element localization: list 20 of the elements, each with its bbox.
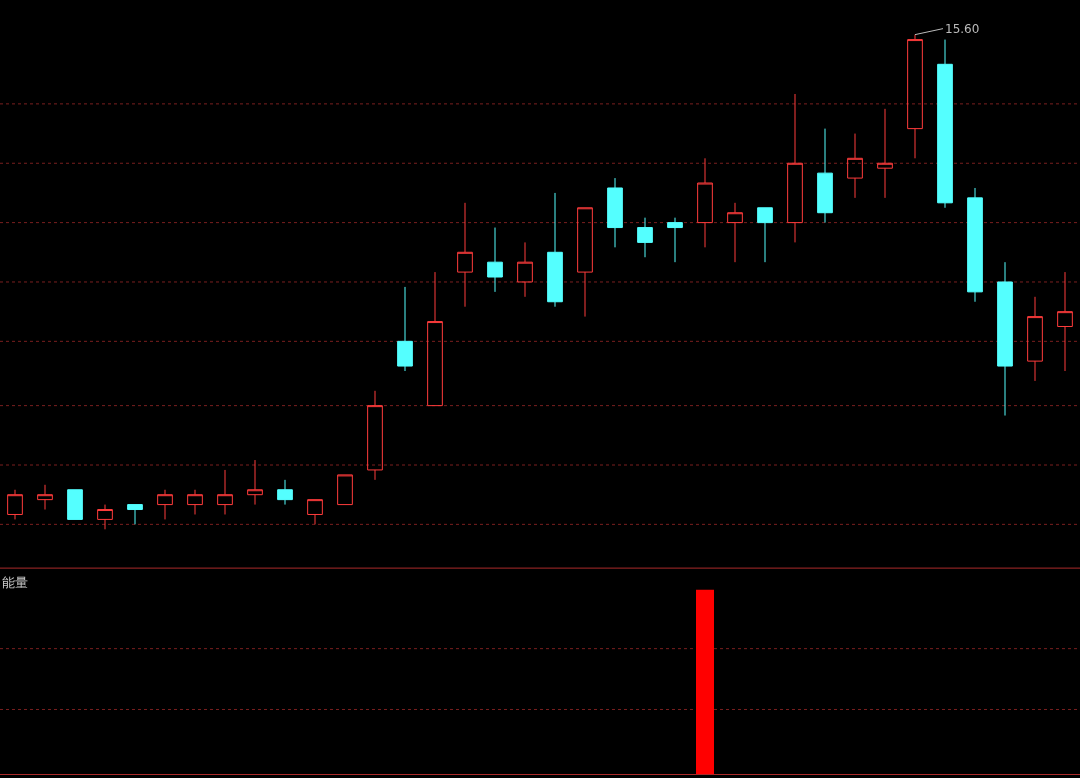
candlestick	[937, 39, 953, 209]
candlestick	[337, 474, 353, 506]
candlestick	[757, 207, 773, 263]
candlestick	[97, 504, 113, 530]
candlestick	[277, 479, 293, 506]
candlestick	[547, 192, 563, 308]
candlestick	[637, 217, 653, 258]
candlestick	[817, 128, 833, 224]
candlestick	[397, 286, 413, 372]
candlestick	[667, 217, 683, 263]
candlestick	[607, 177, 623, 248]
candlestick	[967, 187, 983, 303]
candlestick	[127, 504, 143, 525]
candlestick	[67, 489, 83, 520]
candlestick	[307, 499, 323, 525]
candlestick	[997, 261, 1013, 417]
candlestick	[7, 489, 23, 520]
annotation: 15.60	[945, 22, 980, 36]
candlestick	[487, 227, 503, 293]
chart-title: 能量	[2, 575, 28, 590]
